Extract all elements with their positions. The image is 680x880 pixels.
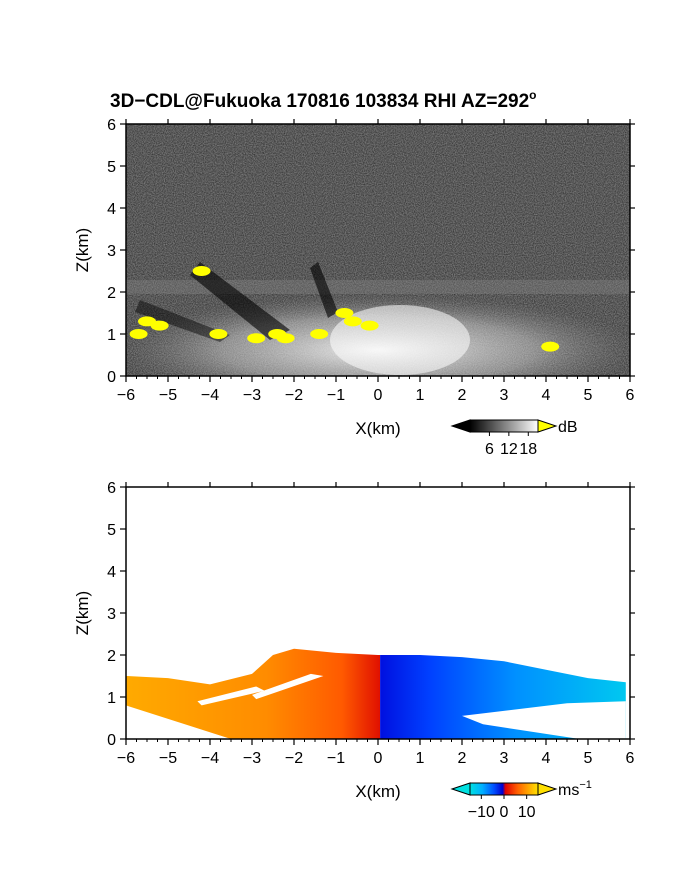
colorbar-under-arrow [450,419,471,433]
velocity-gap [252,673,324,700]
colorbar-tick-label: 6 [485,441,494,458]
colorbar-ticks: 6 12 18 [485,432,537,458]
colorbar-over-arrow [537,782,558,796]
velocity-xtick-label: −2 [285,750,303,767]
high-intensity-patch [150,320,169,331]
shadow-streak-3 [135,300,230,342]
velocity-ytick-label: 0 [107,732,116,749]
colorbar-tick-label: 18 [519,441,537,458]
velocity-ylabel: Z(km) [73,591,92,635]
velocity-xtick-label: −6 [117,750,135,767]
high-intensity-patch [247,333,266,344]
colorbar-unit: dB [558,419,578,436]
high-intensity-patch [310,329,329,339]
colorbar-tick-label: 0 [500,804,509,821]
velocity-xtick-label: 2 [458,750,467,767]
intensity-field [126,262,630,376]
intensity-xtick-label: 5 [584,387,593,404]
intensity-ytick-label: 3 [107,243,116,260]
intensity-xtick-label: −6 [117,387,135,404]
velocity-ytick-label: 6 [107,480,116,497]
velocity-xtick-label: 4 [542,750,551,767]
intensity-ytick-label: 2 [107,285,116,302]
intensity-xtick-label: −2 [285,387,303,404]
colorbar-bar [469,782,539,796]
velocity-xtick-label: −5 [159,750,177,767]
intensity-xtick-label: 0 [374,387,383,404]
intensity-xtick-label: 4 [542,387,551,404]
velocity-ytick-label: 5 [107,522,116,539]
colorbar-over-arrow [537,419,558,433]
velocity-xtick-label: 3 [500,750,509,767]
intensity-xlabel: X(km) [355,419,400,438]
velocity-xtick-label: −3 [243,750,261,767]
velocity-gap [197,686,265,706]
intensity-xtick-label: −5 [159,387,177,404]
velocity-ytick-label: 1 [107,690,116,707]
high-intensity-patch [343,316,362,327]
velocity-xlabel: X(km) [355,782,400,801]
high-intensity-patch [276,333,295,344]
intensity-xtick-label: 6 [626,387,635,404]
colorbar-tick-label: −10 [468,804,495,821]
intensity-xtick-label: 2 [458,387,467,404]
velocity-ytick-label: 2 [107,648,116,665]
colorbar-unit: ms−1 [558,779,592,799]
shadow-streak-2 [310,262,338,318]
velocity-axes: −6 −5 −4 −3 −2 −1 0 1 2 3 4 5 6 0 1 2 3 4 5 6 [107,480,635,767]
velocity-xtick-label: 6 [626,750,635,767]
colorbar-bar [469,419,539,433]
high-intensity-patch [192,266,211,276]
high-intensity-patch [335,308,354,318]
shadow-streak-1 [190,262,290,340]
high-intensity-patch [360,320,379,331]
intensity-colorbar: dB 6 12 18 [450,419,578,458]
velocity-gap [462,701,626,739]
colorbar-ticks: −10 0 10 [468,795,536,821]
intensity-ytick-label: 0 [107,369,116,386]
intensity-xtick-label: 3 [500,387,509,404]
colorbar-under-arrow [450,782,471,796]
intensity-axes: −6 −5 −4 −3 −2 −1 0 1 2 3 4 5 6 0 1 2 3 4 5 6 [107,117,635,404]
aerosol-layer-band [126,280,630,294]
velocity-xtick-label: 0 [374,750,383,767]
velocity-gap [126,705,231,739]
velocity-ytick-label: 4 [107,564,116,581]
high-intensity-patches [129,266,560,352]
high-intensity-patch [209,329,228,339]
velocity-ytick-label: 3 [107,606,116,623]
intensity-xtick-label: −3 [243,387,261,404]
intensity-ytick-label: 1 [107,327,116,344]
intensity-ylabel: Z(km) [73,228,92,272]
high-intensity-patch [129,329,148,339]
velocity-data-gaps [126,673,626,739]
intensity-ytick-label: 4 [107,201,116,218]
velocity-xtick-label: 5 [584,750,593,767]
colorbar-tick-label: 12 [500,441,518,458]
intensity-ytick-label: 6 [107,117,116,134]
intensity-ytick-label: 5 [107,159,116,176]
high-intensity-patch [541,341,560,352]
velocity-field-receding [126,648,381,739]
intensity-xtick-label: −1 [327,387,345,404]
intensity-xtick-label: −4 [201,387,219,404]
velocity-colorbar: ms−1 −10 0 10 [450,779,592,821]
velocity-xtick-label: −1 [327,750,345,767]
figure-title: 3D−CDL@Fukuoka 170816 103834 RHI AZ=292o [110,88,537,112]
velocity-xtick-label: −4 [201,750,219,767]
colorbar-tick-label: 10 [518,804,536,821]
velocity-xtick-label: 1 [416,750,425,767]
velocity-field [126,648,626,739]
intensity-xtick-label: 1 [416,387,425,404]
